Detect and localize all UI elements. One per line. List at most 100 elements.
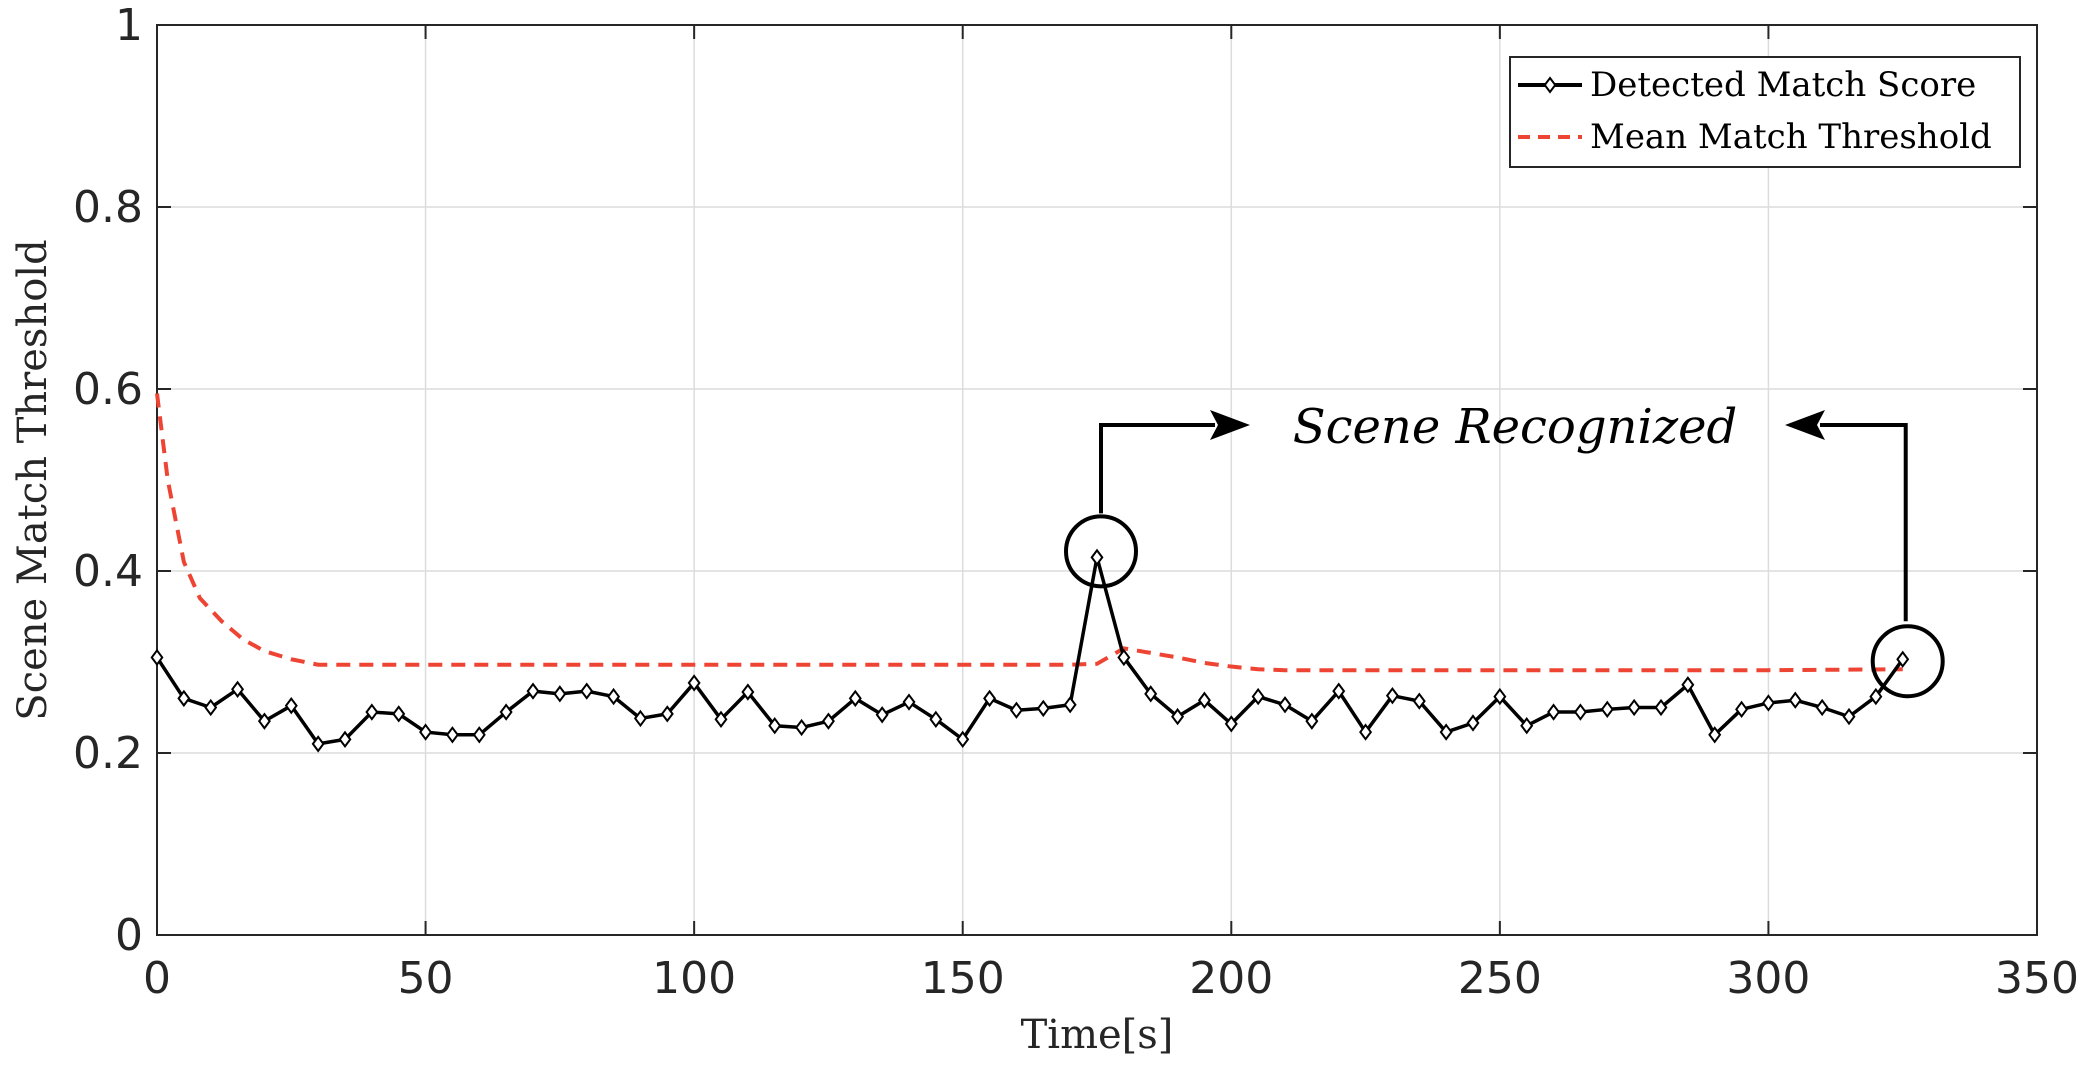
y-tick-label: 0.8 [73, 182, 143, 233]
data-point-detected-match-score [1573, 703, 1587, 721]
data-point-detected-match-score [1547, 703, 1561, 721]
data-point-detected-match-score [580, 682, 594, 700]
data-point-detected-match-score [1708, 726, 1722, 744]
data-point-detected-match-score [1439, 723, 1453, 741]
arrowhead-right [1210, 410, 1250, 440]
data-point-detected-match-score [392, 705, 406, 723]
x-tick-label: 100 [652, 953, 736, 1004]
data-point-detected-match-score [1520, 717, 1534, 735]
data-point-detected-match-score [1197, 691, 1211, 709]
x-tick-label: 50 [398, 953, 454, 1004]
data-point-detected-match-score [231, 680, 245, 698]
data-point-detected-match-score [499, 703, 513, 721]
data-point-detected-match-score [1761, 694, 1775, 712]
data-point-detected-match-score [257, 712, 271, 730]
x-axis-label: Time[s] [1021, 1012, 1174, 1058]
data-point-detected-match-score [177, 689, 191, 708]
plot-area-frame [156, 24, 2038, 936]
data-point-detected-match-score [768, 717, 782, 735]
data-point-detected-match-score [660, 705, 674, 723]
y-tick-label: 1 [115, 0, 143, 51]
y-tick-label: 0.4 [73, 546, 143, 597]
series-detected-match-score [155, 555, 1905, 746]
data-point-detected-match-score [1385, 687, 1399, 705]
data-point-detected-match-score [526, 682, 540, 700]
series-mean-match-threshold [155, 393, 1903, 673]
annotation-connector-left [1099, 423, 1215, 514]
legend: Detected Match Score Mean Match Threshol… [1509, 56, 2021, 168]
data-point-detected-match-score [553, 685, 567, 703]
data-point-detected-match-score [1412, 692, 1426, 710]
data-point-detected-match-score [741, 683, 755, 701]
data-point-detected-match-score [1063, 696, 1077, 714]
data-point-detected-match-score [1869, 687, 1883, 706]
y-tick-labels: 0 0.2 0.4 0.6 0.8 1 [73, 0, 143, 961]
highlight-circle-2 [1870, 624, 1945, 699]
data-point-detected-match-score [714, 710, 728, 728]
data-point-detected-match-score [821, 712, 835, 730]
data-point-detected-match-score [687, 674, 701, 692]
data-point-detected-match-score [1735, 700, 1749, 718]
data-point-detected-match-score [311, 735, 325, 753]
data-point-detected-match-score [1090, 548, 1104, 567]
data-point-detected-match-score [1359, 723, 1373, 741]
data-point-detected-match-score [1224, 715, 1238, 733]
y-axis-label: Scene Match Threshold [10, 239, 56, 720]
data-point-detected-match-score [284, 697, 298, 715]
data-point-detected-match-score [1600, 700, 1614, 718]
y-tick-label: 0.6 [73, 364, 143, 415]
data-point-detected-match-score [472, 726, 486, 744]
data-point-detected-match-score [929, 710, 943, 728]
axis-ticks [156, 24, 2038, 936]
data-point-detected-match-score [607, 687, 621, 706]
data-point-detected-match-score [1681, 676, 1695, 694]
data-point-detected-match-score [1654, 698, 1668, 717]
data-point-detected-match-score [633, 709, 647, 728]
data-point-detected-match-score [902, 693, 916, 711]
data-point-detected-match-score [419, 723, 433, 741]
legend-label-detected-match-score: Detected Match Score [1590, 65, 1976, 105]
annotation-connector-right [1820, 423, 1908, 622]
x-tick-labels: 0 50 100 150 200 250 300 350 [143, 953, 2079, 1004]
data-point-detected-match-score [150, 648, 164, 667]
data-point-detected-match-score [365, 703, 379, 721]
data-point-detected-match-score [1815, 698, 1829, 717]
arrowhead-left [1785, 410, 1825, 440]
data-point-detected-match-score [1144, 685, 1158, 703]
x-tick-label: 300 [1726, 953, 1810, 1004]
x-tick-label: 200 [1189, 953, 1273, 1004]
legend-box [1509, 56, 2021, 168]
data-point-detected-match-score [1332, 682, 1346, 700]
data-point-detected-match-score [204, 698, 218, 717]
data-point-detected-match-score [956, 730, 970, 749]
data-point-detected-match-score [795, 718, 809, 737]
data-point-detected-match-score [1251, 687, 1265, 706]
x-tick-label: 250 [1458, 953, 1542, 1004]
data-point-detected-match-score [1036, 699, 1050, 718]
data-point-detected-match-score [1009, 701, 1023, 719]
annotation-label: Scene Recognized [1293, 399, 1738, 455]
legend-marker-diamond [1543, 76, 1557, 94]
highlight-circle-1 [1064, 514, 1138, 589]
data-point-detected-match-score [445, 726, 459, 744]
x-tick-label: 150 [921, 953, 1005, 1004]
x-tick-label: 350 [1995, 953, 2079, 1004]
data-point-detected-match-score [1117, 648, 1131, 667]
x-tick-label: 0 [143, 953, 171, 1004]
data-point-detected-match-score [875, 706, 889, 724]
data-point-detected-match-score [1466, 714, 1480, 732]
data-point-detected-match-score [1788, 691, 1802, 709]
data-point-detected-match-score [848, 689, 862, 708]
y-tick-label: 0 [115, 910, 143, 961]
data-point-detected-match-score [1896, 650, 1910, 668]
annotation [1064, 410, 1945, 699]
series-layer [150, 393, 1910, 753]
data-point-detected-match-score [1842, 707, 1856, 726]
data-point-detected-match-score [983, 689, 997, 708]
data-point-detected-match-score [1171, 707, 1185, 726]
data-point-detected-match-score [1627, 698, 1641, 717]
data-point-detected-match-score [1493, 687, 1507, 706]
legend-label-mean-match-threshold: Mean Match Threshold [1590, 117, 1992, 157]
data-point-detected-match-score [338, 730, 352, 749]
